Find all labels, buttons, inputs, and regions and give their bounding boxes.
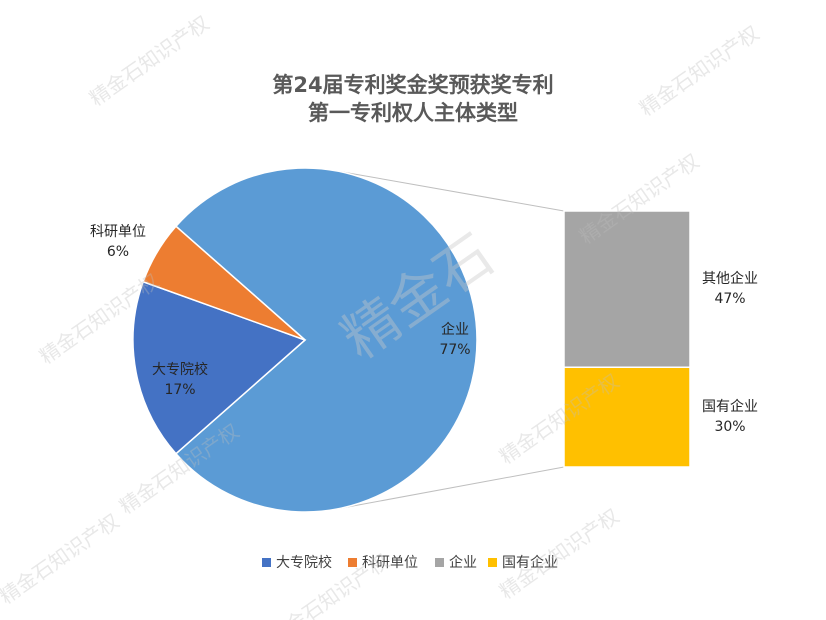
- pie-slice: [174, 167, 478, 513]
- bar-segment: [563, 366, 691, 468]
- data-label-name: 科研单位: [90, 224, 146, 240]
- chart-title: 第24届专利奖金奖预获奖专利: [272, 73, 553, 97]
- legend-label: 科研单位: [362, 555, 418, 571]
- connector-line: [340, 466, 565, 509]
- data-label-name: 企业: [441, 321, 469, 338]
- legend-swatch: [488, 558, 497, 567]
- legend-swatch: [348, 558, 357, 567]
- chart-title: 第一专利权人主体类型: [308, 101, 518, 125]
- connector-line: [334, 170, 565, 212]
- data-label-value: 77%: [439, 342, 470, 358]
- legend-label: 企业: [449, 554, 477, 571]
- bar-segment: [563, 210, 691, 369]
- data-label-name: 大专院校: [152, 361, 208, 378]
- legend-swatch: [435, 558, 444, 567]
- pie-slice: [142, 225, 306, 341]
- data-label-name: 其他企业: [702, 270, 758, 287]
- data-label-value: 17%: [164, 382, 195, 398]
- legend-label: 大专院校: [276, 554, 332, 571]
- legend-swatch: [262, 558, 271, 567]
- data-label-value: 47%: [714, 291, 745, 307]
- data-label-value: 6%: [107, 244, 129, 260]
- legend-label: 国有企业: [502, 554, 558, 571]
- data-label-name: 国有企业: [702, 398, 758, 415]
- data-label-value: 30%: [714, 419, 745, 435]
